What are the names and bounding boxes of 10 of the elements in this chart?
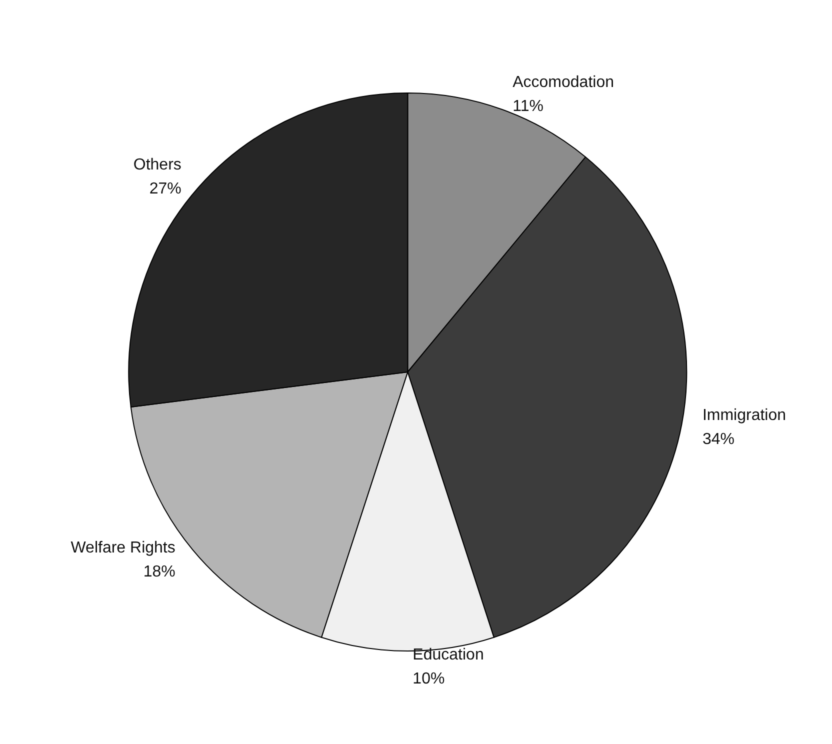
slice-label: Others [133, 156, 182, 174]
data-label: 10% [412, 670, 445, 688]
data-label: 11% [512, 98, 544, 115]
slice-label: Welfare Rights [70, 540, 176, 557]
slice-label: Immigration [702, 406, 786, 424]
data-label: 18% [143, 564, 176, 581]
slice-label: Accomodation [512, 74, 614, 91]
data-label: 34% [702, 430, 734, 448]
data-label: 27% [149, 180, 182, 198]
slice-label: Education [412, 646, 484, 664]
